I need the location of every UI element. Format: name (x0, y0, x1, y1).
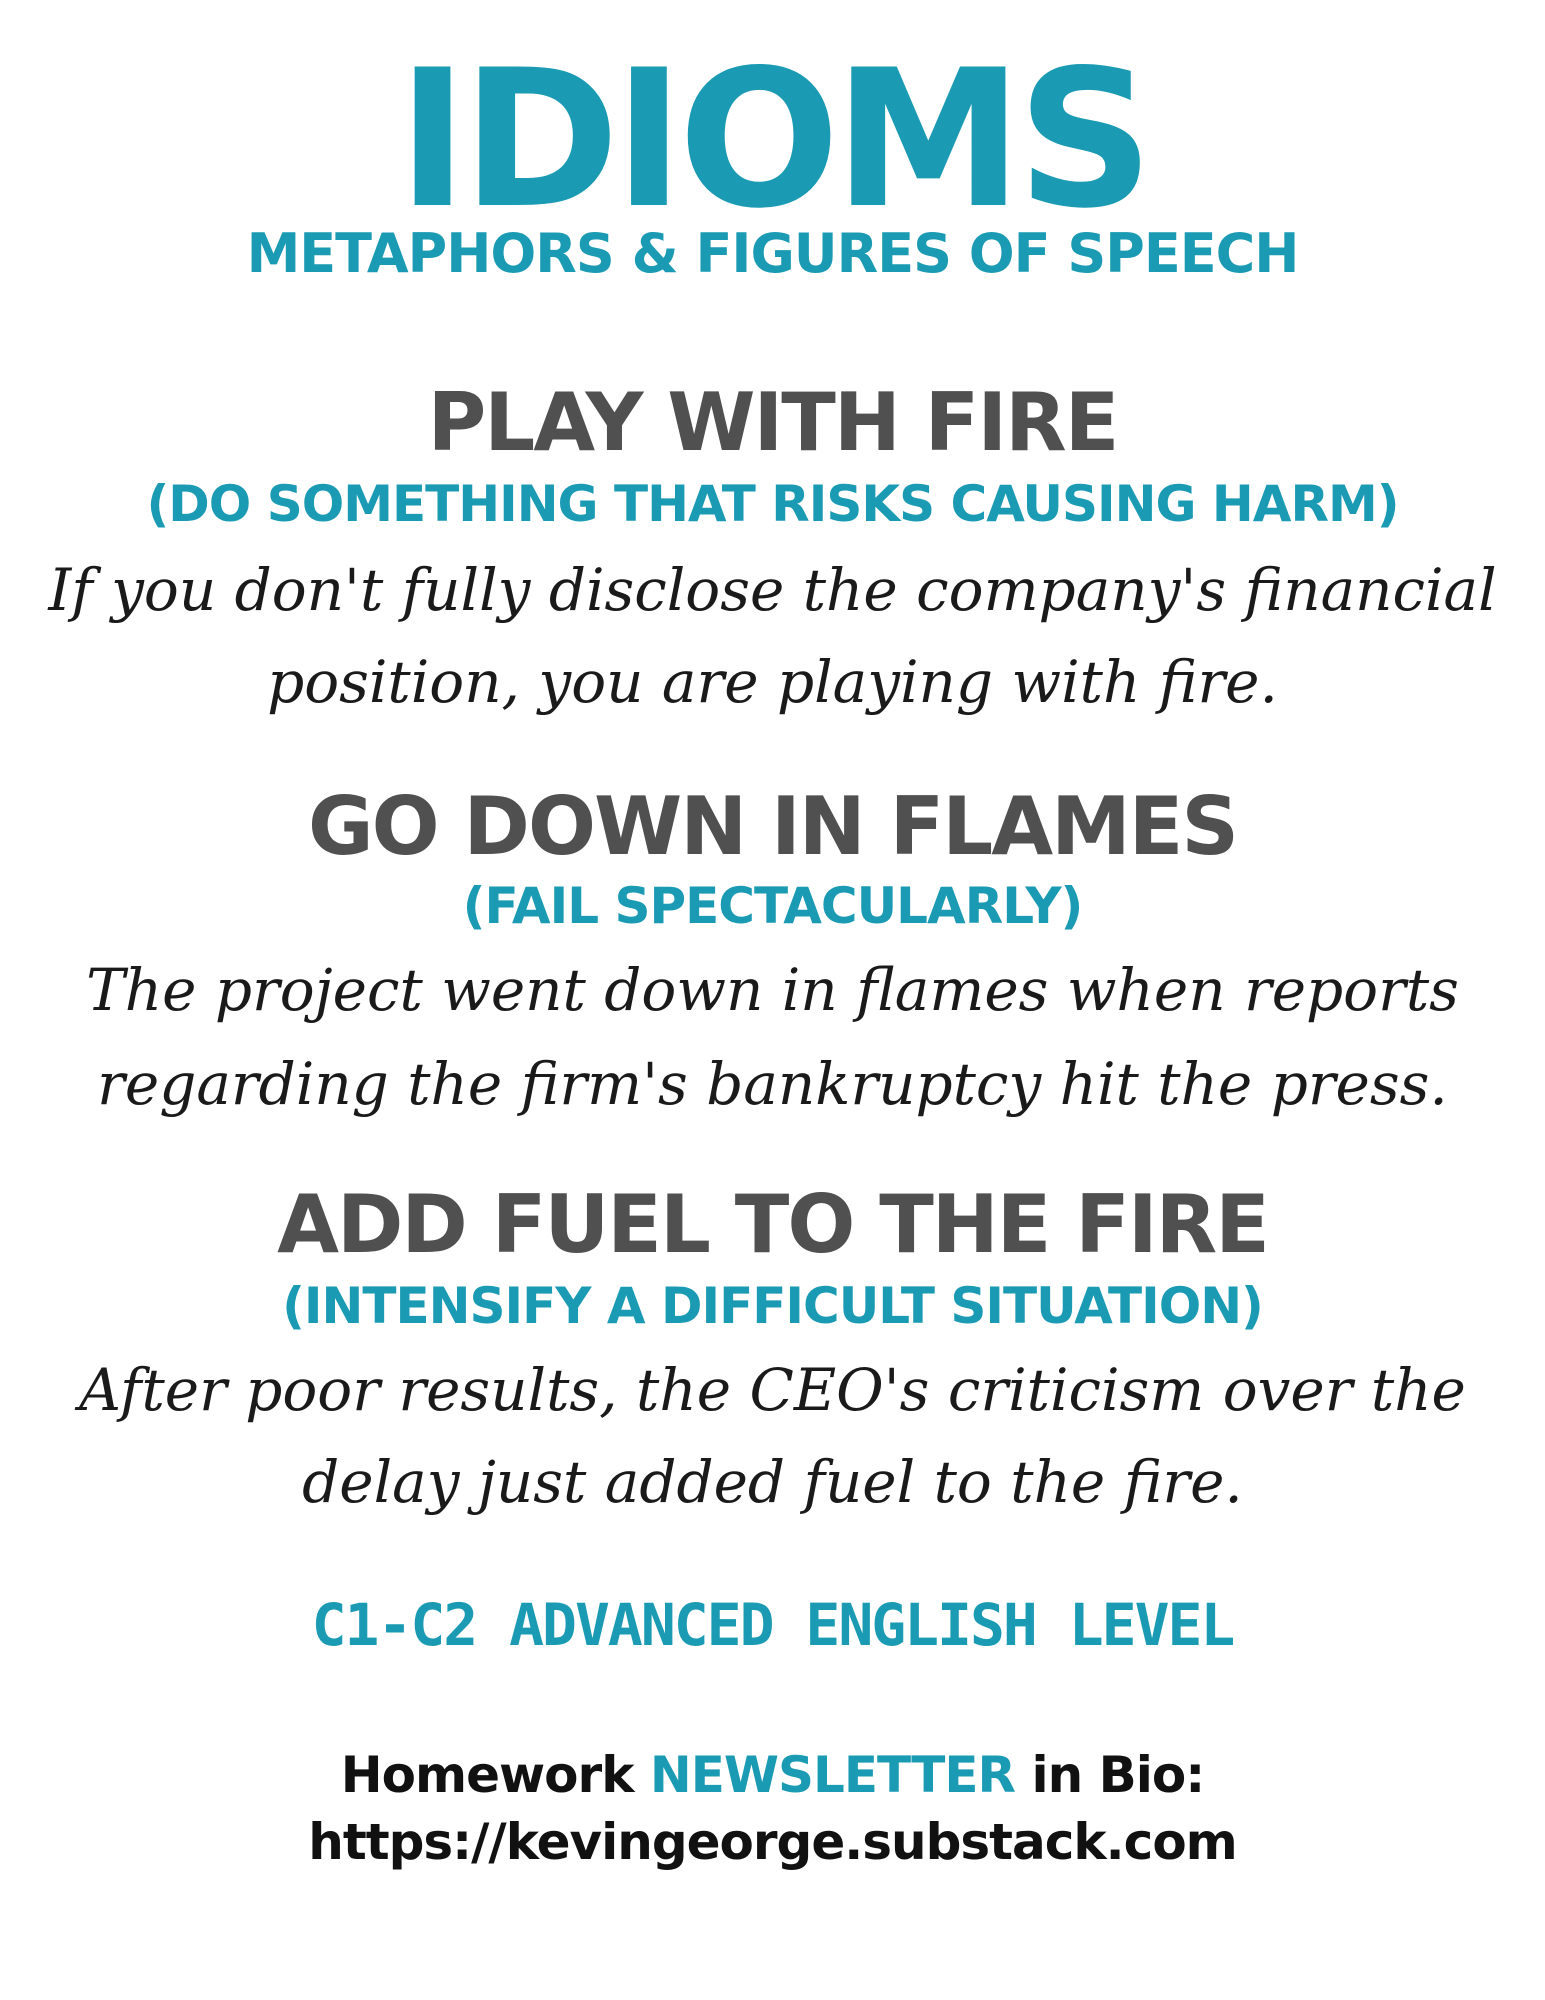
idiom-meaning: (DO SOMETHING THAT RISKS CAUSING HARM) (146, 475, 1399, 533)
level-label: C1-C2 ADVANCED ENGLISH LEVEL (311, 1591, 1236, 1659)
idiom-meaning: (INTENSIFY A DIFFICULT SITUATION) (282, 1277, 1264, 1335)
page-title: IDIOMS (397, 29, 1154, 250)
idiom-example-line: position, you are playing with fire. (267, 648, 1278, 716)
idiom-example-line: If you don't fully disclose the company'… (48, 556, 1497, 624)
page-subtitle: METAPHORS & FIGURES OF SPEECH (246, 222, 1300, 285)
idiom-example-line: delay just added fuel to the fire. (302, 1448, 1243, 1516)
newsletter-promo: Homework NEWSLETTER in Bio: (0, 1745, 1545, 1805)
idiom-example-line: After poor results, the CEO's criticism … (79, 1356, 1466, 1424)
idiom-phrase: ADD FUEL TO THE FIRE (277, 1178, 1270, 1271)
newsletter-suffix: in Bio: (1015, 1746, 1205, 1804)
idiom-example-line: The project went down in flames when rep… (86, 956, 1459, 1024)
newsletter-prefix: Homework (340, 1746, 650, 1804)
idiom-phrase: GO DOWN IN FLAMES (308, 780, 1239, 873)
newsletter-highlight: NEWSLETTER (649, 1746, 1016, 1804)
idiom-phrase: PLAY WITH FIRE (427, 376, 1120, 469)
idiom-meaning: (FAIL SPECTACULARLY) (462, 877, 1084, 935)
idiom-example-line: regarding the firm's bankruptcy hit the … (97, 1050, 1448, 1118)
newsletter-url[interactable]: https://kevingeorge.substack.com (308, 1813, 1238, 1871)
